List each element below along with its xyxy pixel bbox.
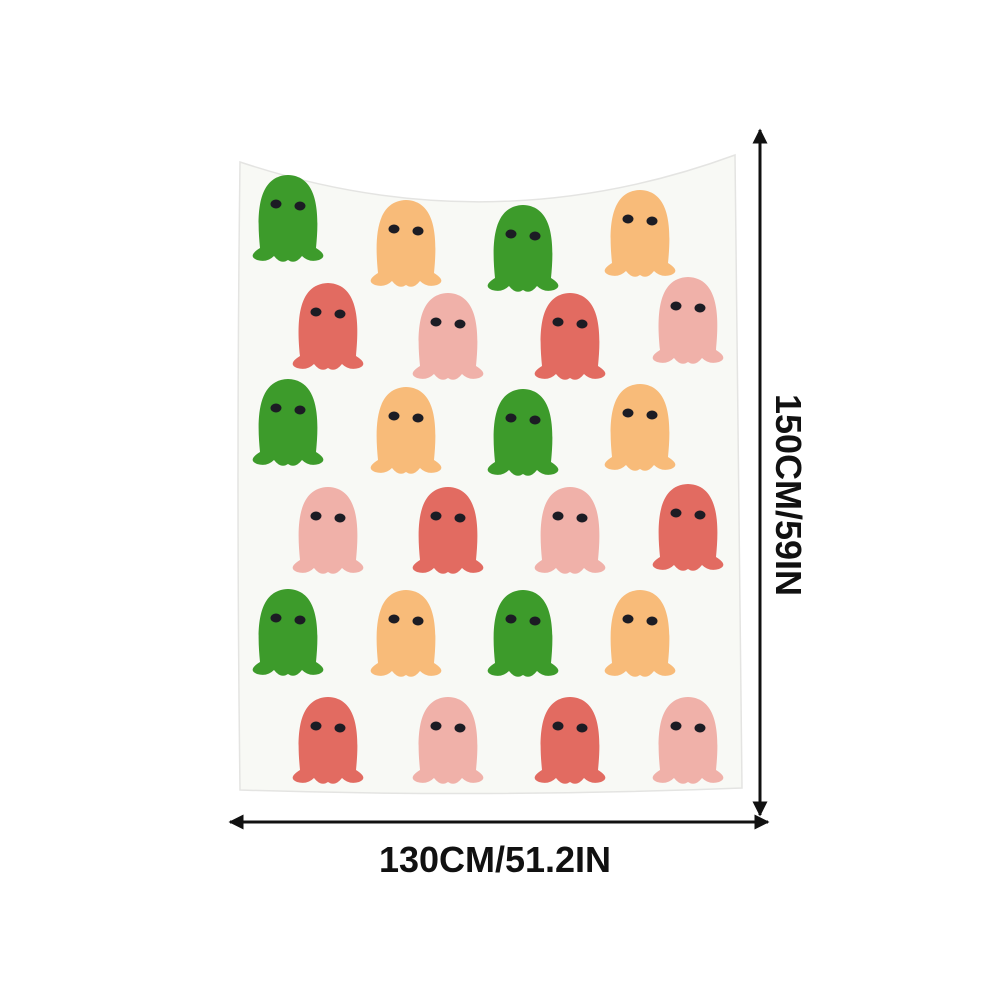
ghost-eye bbox=[694, 723, 706, 733]
ghost-eye bbox=[670, 508, 682, 518]
ghost-eye bbox=[646, 410, 658, 420]
ghost-eye bbox=[670, 301, 682, 311]
ghost-eye bbox=[646, 616, 658, 626]
ghost-eye bbox=[529, 231, 541, 241]
ghost-eye bbox=[270, 613, 282, 623]
ghost-eye bbox=[270, 403, 282, 413]
ghost-eye bbox=[694, 510, 706, 520]
ghost-eye bbox=[576, 723, 588, 733]
ghost-eye bbox=[294, 615, 306, 625]
ghost-eye bbox=[388, 224, 400, 234]
ghost-eye bbox=[552, 511, 564, 521]
ghost-eye bbox=[454, 513, 466, 523]
ghost-eye bbox=[430, 721, 442, 731]
ghost-eye bbox=[388, 411, 400, 421]
ghost-eye bbox=[552, 317, 564, 327]
ghost-eye bbox=[334, 309, 346, 319]
ghost-eye bbox=[552, 721, 564, 731]
ghost-eye bbox=[334, 723, 346, 733]
ghost-eye bbox=[294, 405, 306, 415]
ghost-eye bbox=[529, 616, 541, 626]
ghost-eye bbox=[529, 415, 541, 425]
ghost-eye bbox=[430, 511, 442, 521]
ghost-eye bbox=[430, 317, 442, 327]
ghost-eye bbox=[622, 614, 634, 624]
ghost-eye bbox=[412, 616, 424, 626]
ghost-eye bbox=[454, 723, 466, 733]
ghost-eye bbox=[505, 614, 517, 624]
ghost-eye bbox=[670, 721, 682, 731]
ghost-eye bbox=[622, 408, 634, 418]
ghost-eye bbox=[294, 201, 306, 211]
width-label: 130CM/51.2IN bbox=[379, 839, 611, 880]
ghost-eye bbox=[646, 216, 658, 226]
ghost-pattern bbox=[252, 175, 724, 784]
ghost-eye bbox=[334, 513, 346, 523]
ghost-eye bbox=[388, 614, 400, 624]
ghost-eye bbox=[576, 319, 588, 329]
ghost-eye bbox=[412, 413, 424, 423]
ghost-eye bbox=[694, 303, 706, 313]
ghost-eye bbox=[270, 199, 282, 209]
ghost-eye bbox=[576, 513, 588, 523]
ghost-eye bbox=[412, 226, 424, 236]
ghost-eye bbox=[310, 307, 322, 317]
ghost-eye bbox=[622, 214, 634, 224]
ghost-eye bbox=[310, 511, 322, 521]
height-label: 150CM/59IN bbox=[768, 394, 809, 596]
ghost-eye bbox=[505, 229, 517, 239]
ghost-eye bbox=[505, 413, 517, 423]
ghost-eye bbox=[310, 721, 322, 731]
ghost-eye bbox=[454, 319, 466, 329]
